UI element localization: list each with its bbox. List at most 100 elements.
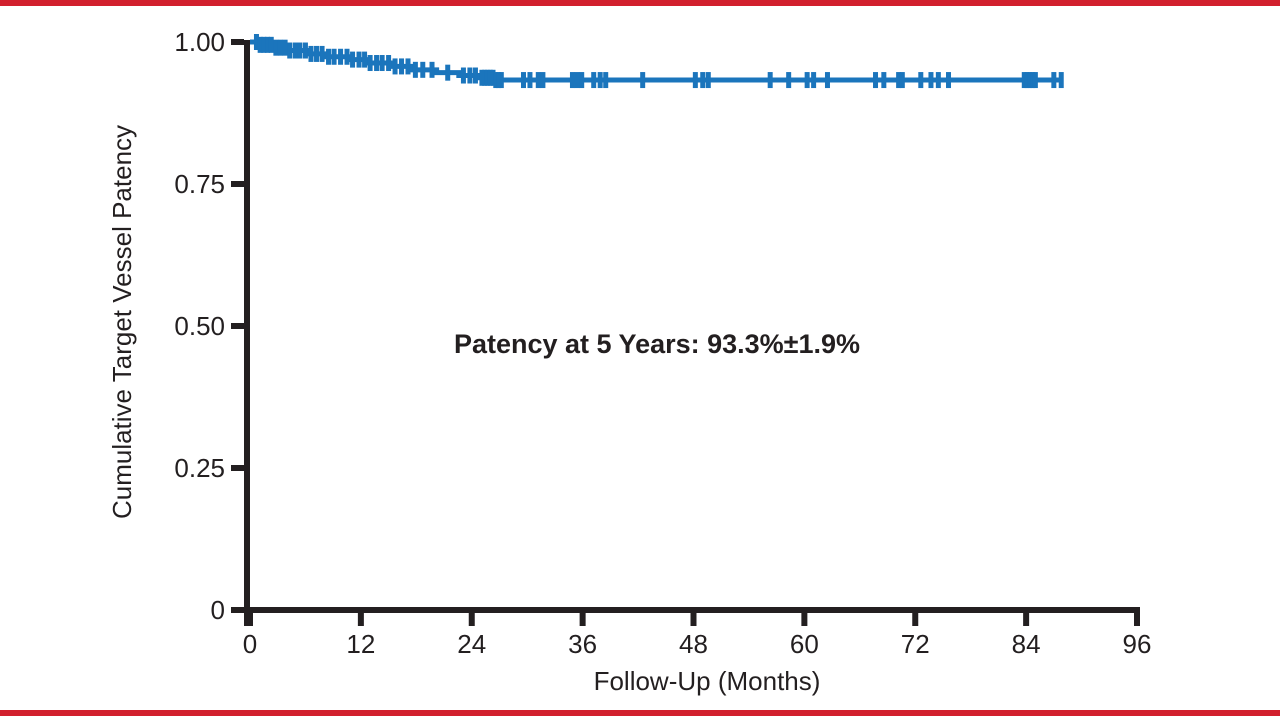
censor-mark [498, 72, 504, 89]
x-tick-label: 84 [1012, 629, 1041, 659]
top-border-bar [0, 0, 1280, 6]
censor-mark [386, 55, 392, 72]
censor-mark [292, 42, 298, 59]
x-tick [468, 613, 475, 626]
censor-mark [257, 36, 263, 53]
censor-mark [811, 72, 817, 89]
censor-mark [479, 69, 485, 86]
censor-mark [603, 72, 609, 89]
axes [231, 39, 1140, 626]
censor-mark [824, 72, 830, 89]
censor-mark [579, 72, 585, 89]
x-tick-label: 72 [901, 629, 930, 659]
censor-mark [331, 48, 337, 65]
censor-mark [569, 72, 575, 89]
censor-mark [935, 72, 941, 89]
y-tick-label: 0.50 [174, 311, 225, 341]
censor-mark [460, 67, 466, 84]
censor-mark [918, 72, 924, 89]
censor-mark [574, 72, 580, 89]
censor-mark [1027, 72, 1033, 89]
y-tick [231, 465, 244, 471]
y-tick-label: 0 [211, 595, 225, 625]
censor-mark [399, 58, 405, 75]
y-tick [231, 607, 244, 613]
censor-mark [597, 72, 603, 89]
censor-mark [362, 51, 368, 68]
censor-mark [277, 39, 283, 56]
censor-mark [338, 48, 344, 65]
censor-mark [302, 42, 308, 59]
censor-mark [405, 58, 411, 75]
censor-mark [282, 39, 288, 56]
censor-mark [700, 72, 706, 89]
censor-mark [767, 72, 773, 89]
censor-mark [705, 72, 711, 89]
censor-mark [520, 72, 526, 89]
censor-mark [392, 58, 398, 75]
x-tick [357, 613, 364, 626]
y-tick [231, 181, 244, 187]
x-tick-labels: 0 12 24 36 48 60 72 84 96 [243, 629, 1152, 659]
censor-mark [350, 51, 356, 68]
censor-mark [873, 72, 879, 89]
censor-mark [1021, 72, 1027, 89]
censor-mark [493, 72, 499, 89]
censor-mark [1058, 72, 1064, 89]
censor-mark [640, 72, 646, 89]
y-axis-spine [244, 40, 250, 626]
censor-mark [899, 72, 905, 89]
y-tick-label: 0.25 [174, 453, 225, 483]
censor-mark [319, 45, 325, 62]
x-tick-label: 48 [679, 629, 708, 659]
y-tick [231, 39, 244, 45]
x-tick [1134, 613, 1140, 626]
censor-mark [287, 42, 293, 59]
censor-mark [412, 61, 418, 78]
x-tick [579, 613, 586, 626]
x-tick-label: 60 [790, 629, 819, 659]
censor-mark [487, 69, 493, 86]
censor-mark [1030, 72, 1036, 89]
x-axis-spine [244, 607, 1140, 613]
censor-mark [881, 72, 887, 89]
x-tick-label: 36 [568, 629, 597, 659]
censor-mark [297, 42, 303, 59]
censor-mark [946, 72, 952, 89]
censor-marks-group [253, 34, 1064, 89]
y-tick-labels: 1.00 0.75 0.50 0.25 0 [174, 27, 225, 625]
x-tick-label: 24 [457, 629, 486, 659]
bottom-border-bar [0, 710, 1280, 716]
censor-mark [484, 69, 490, 86]
x-tick [247, 613, 253, 626]
censor-mark [786, 72, 792, 89]
censor-mark [928, 72, 934, 89]
y-axis-label: Cumulative Target Vessel Patency [107, 125, 137, 519]
censor-mark [1024, 72, 1030, 89]
x-axis-label: Follow-Up (Months) [594, 666, 821, 696]
censor-mark [490, 69, 496, 86]
censor-mark [356, 51, 362, 68]
x-tick [690, 613, 697, 626]
censor-mark [482, 69, 488, 86]
censor-mark [420, 61, 426, 78]
x-tick-label: 0 [243, 629, 257, 659]
censor-mark [467, 67, 473, 84]
censor-mark [367, 55, 373, 72]
x-tick-label: 12 [346, 629, 375, 659]
censor-mark [326, 48, 332, 65]
censor-mark [261, 36, 267, 53]
censor-mark [591, 72, 597, 89]
x-tick [1023, 613, 1030, 626]
censor-mark [429, 61, 435, 78]
censor-mark [692, 72, 698, 89]
y-tick-label: 0.75 [174, 169, 225, 199]
censor-mark [535, 72, 541, 89]
censor-mark [540, 72, 546, 89]
censor-mark [445, 64, 451, 81]
x-tick-label: 96 [1123, 629, 1152, 659]
censor-mark [308, 45, 314, 62]
patency-annotation: Patency at 5 Years: 93.3%±1.9% [454, 329, 860, 359]
